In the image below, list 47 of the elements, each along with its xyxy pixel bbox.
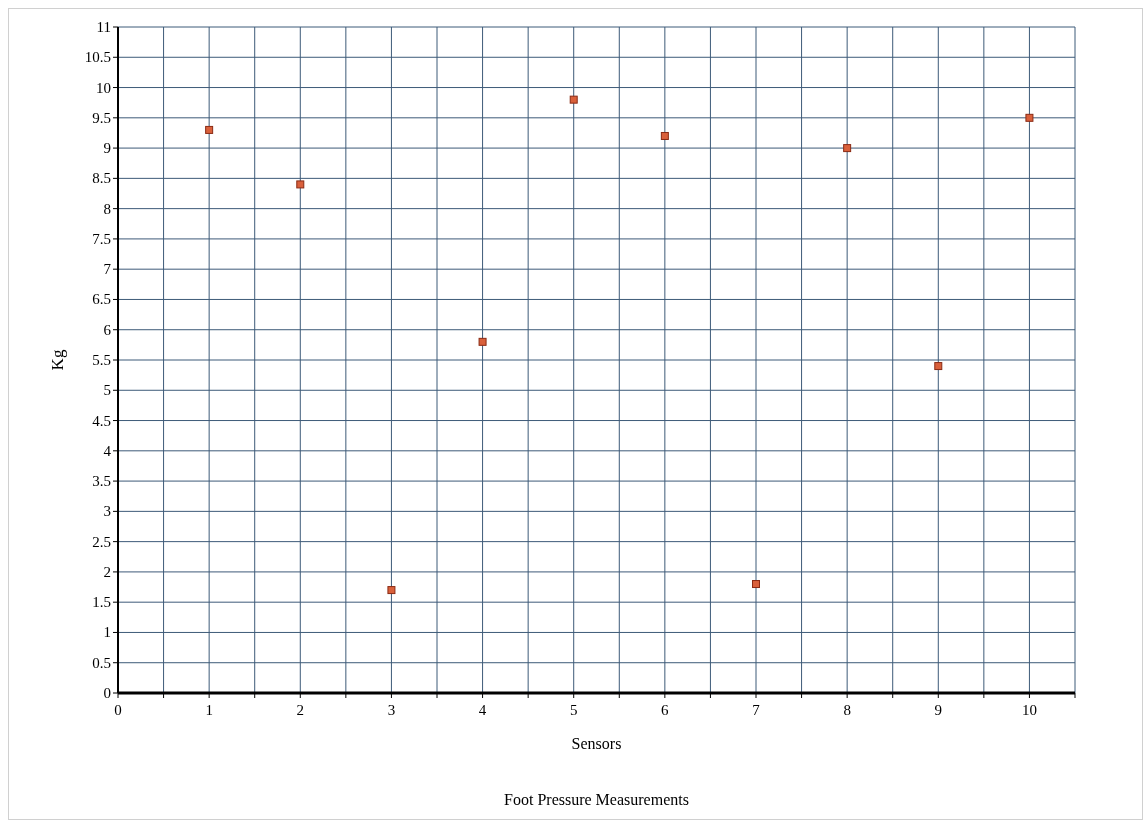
x-tick-label: 1 [205,702,213,718]
y-tick-label: 3.5 [92,473,111,490]
x-tick-label: 4 [478,702,487,718]
y-tick-label: 0 [103,685,111,701]
x-tick-label: 0 [114,702,122,718]
x-tick-label: 3 [387,702,396,718]
point [1025,113,1034,122]
y-tick-label: 7 [103,261,112,278]
point [660,131,669,140]
y-tick-label: 7.5 [92,230,111,247]
point [843,144,852,153]
x-tick-label: 2 [296,702,305,718]
point [478,337,487,346]
y-tick-label: 5 [103,382,111,399]
point [296,180,305,189]
y-tick-label: 8.5 [92,170,111,187]
point [569,95,578,104]
point [934,362,943,371]
y-tick-label: 4 [103,442,112,459]
y-tick-label: 10.5 [84,49,111,66]
y-tick-label: 4.5 [92,412,111,429]
point [752,580,760,589]
y-tick-label: 2 [103,563,111,580]
y-tick-label: 0.5 [92,654,111,671]
x-axis-title: Sensors [571,735,622,752]
y-axis-title: Kg [48,349,67,371]
y-tick-label: 1.5 [92,594,111,611]
y-tick-label: 1 [103,624,111,641]
x-tick-label: 8 [843,702,851,718]
x-tick-label: 7 [752,702,761,718]
y-tick-label: 10 [96,79,111,96]
y-tick-label: 3 [103,503,111,520]
x-tick-label: 6 [661,702,670,718]
y-tick-label: 9.5 [92,109,111,126]
x-tick-label: 5 [569,702,578,718]
y-tick-label: 5.5 [92,352,111,368]
y-tick-label: 9 [103,140,111,157]
y-tick-label: 8 [103,200,111,217]
x-tick-label: 9 [934,702,943,718]
y-tick-label: 6.5 [92,291,111,308]
text: Foot Pressure Measurements [504,791,689,808]
point [387,586,396,595]
point [205,125,214,134]
y-tick-label: 2.5 [92,533,111,550]
y-tick-label: 11 [96,19,111,35]
y-tick-label: 6 [103,321,112,338]
x-tick-label: 10 [1021,702,1037,718]
